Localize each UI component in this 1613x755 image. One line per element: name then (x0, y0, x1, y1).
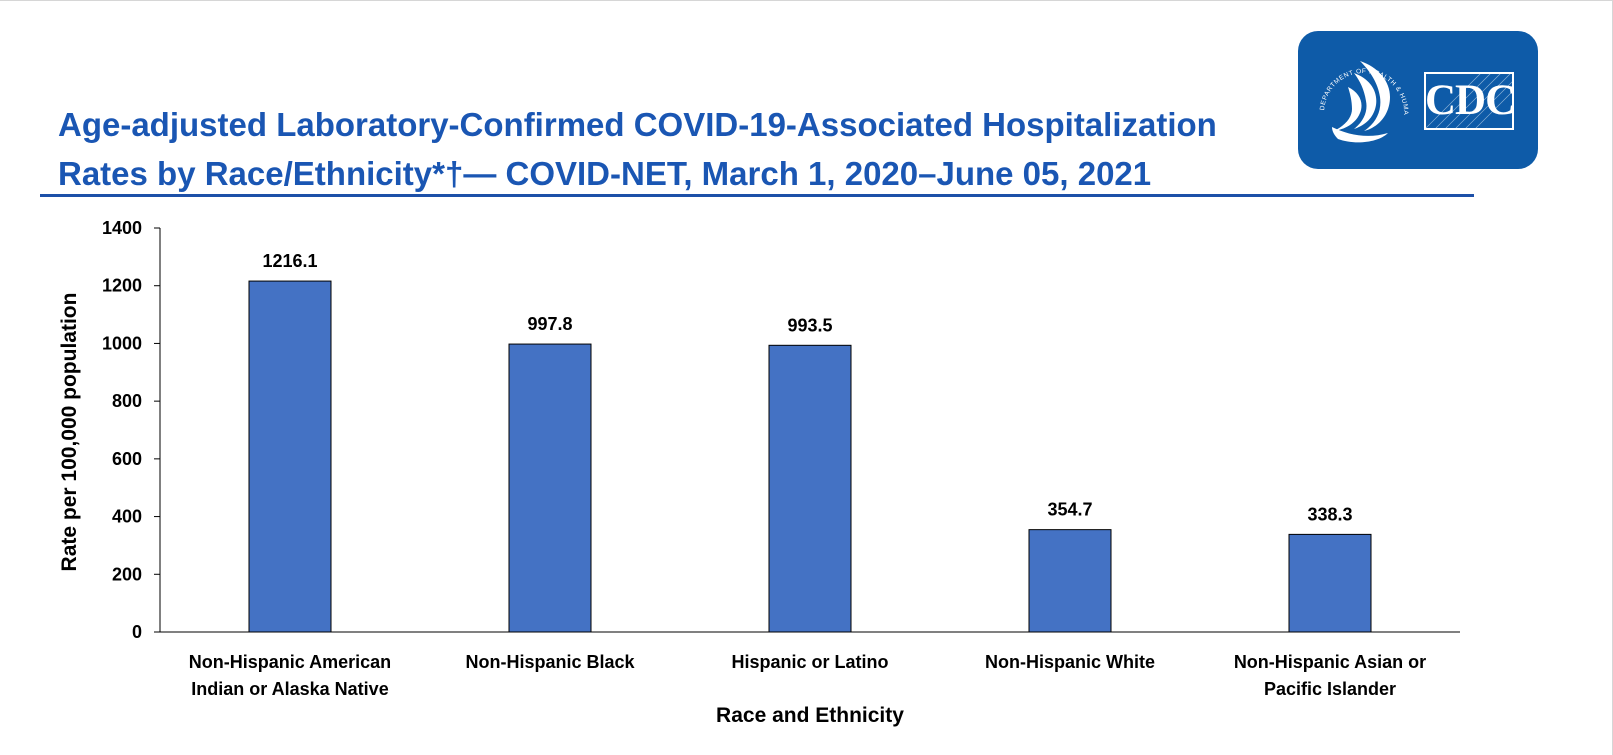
chart-title: Age-adjusted Laboratory-Confirmed COVID-… (58, 100, 1217, 198)
chart-title-line-2: Rates by Race/Ethnicity*†— COVID-NET, Ma… (58, 155, 1152, 192)
title-divider (40, 194, 1474, 197)
y-axis-title: Rate per 100,000 population (58, 293, 81, 572)
chart-title-line-1: Age-adjusted Laboratory-Confirmed COVID-… (58, 106, 1217, 143)
x-tick-label: Non-Hispanic Asian or (1234, 652, 1426, 672)
x-tick-label: Indian or Alaska Native (191, 679, 388, 699)
data-label: 354.7 (1047, 500, 1092, 520)
y-tick-label: 0 (132, 622, 142, 642)
cdc-logo: DEPARTMENT OF HEALTH & HUMAN SERVICES US… (1298, 31, 1538, 169)
bar (1288, 533, 1372, 633)
y-tick-label: 400 (112, 507, 142, 527)
x-tick-label: Non-Hispanic Black (465, 652, 635, 672)
data-label: 993.5 (787, 315, 832, 335)
bar (508, 343, 592, 633)
x-axis-title: Race and Ethnicity (716, 704, 904, 727)
bar (1028, 529, 1112, 633)
bar (768, 344, 852, 633)
data-label: 1216.1 (262, 251, 317, 271)
y-tick-label: 200 (112, 564, 142, 584)
hhs-eagle-icon: DEPARTMENT OF HEALTH & HUMAN SERVICES US… (1298, 31, 1514, 143)
cdc-logo-text: CDC (1425, 77, 1516, 124)
x-tick-label: Pacific Islander (1264, 679, 1396, 699)
x-tick-label: Hispanic or Latino (731, 652, 888, 672)
y-tick-label: 1400 (102, 218, 142, 238)
y-tick-label: 1200 (102, 276, 142, 296)
y-tick-label: 1000 (102, 333, 142, 353)
data-label: 997.8 (527, 314, 572, 334)
data-label: 338.3 (1307, 504, 1352, 524)
y-tick-label: 600 (112, 449, 142, 469)
bar (248, 280, 332, 633)
x-tick-label: Non-Hispanic White (985, 652, 1155, 672)
y-tick-label: 800 (112, 391, 142, 411)
x-tick-label: Non-Hispanic American (189, 652, 391, 672)
